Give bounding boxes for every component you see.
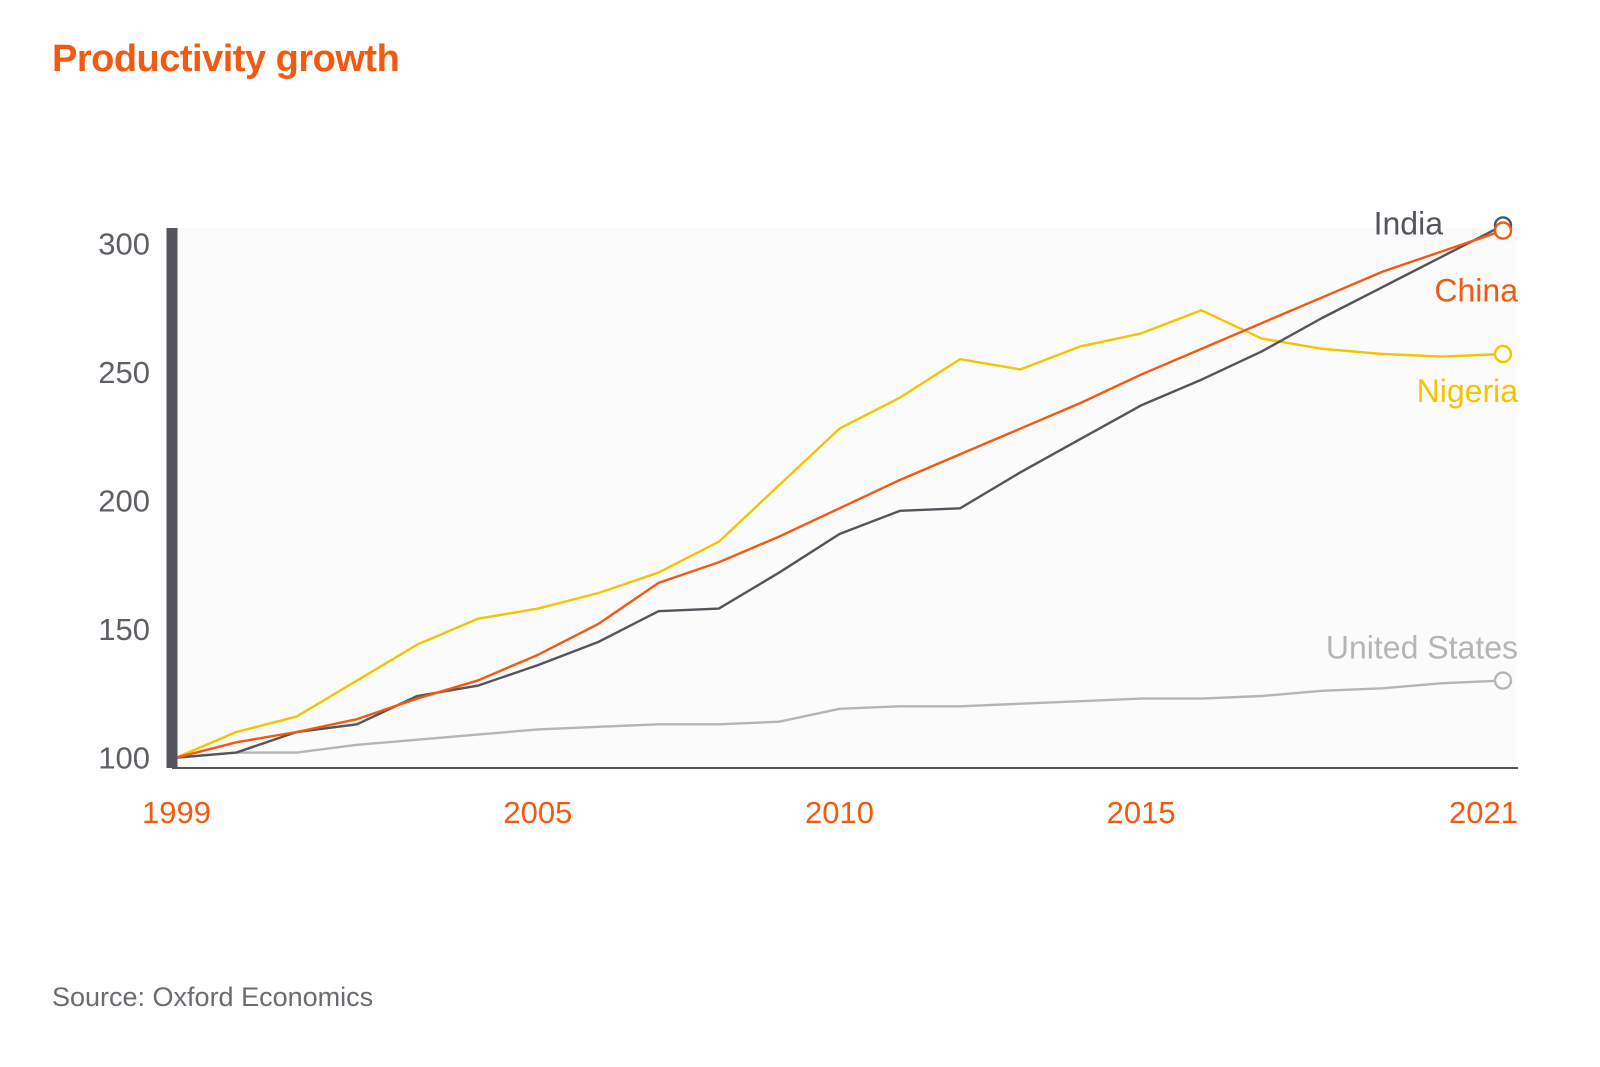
x-tick-label: 1999 bbox=[142, 795, 211, 830]
series-line-nigeria bbox=[175, 309, 1504, 759]
series-label-china: China bbox=[1434, 273, 1518, 309]
x-tick-label: 2015 bbox=[1107, 795, 1176, 830]
series-line-united-states bbox=[175, 679, 1504, 759]
x-tick-labels: 1999 2005 2010 2015 2021 bbox=[142, 795, 1518, 830]
series-layer bbox=[175, 216, 1513, 759]
series-label-nigeria: Nigeria bbox=[1417, 373, 1519, 409]
y-tick-label: 300 bbox=[98, 226, 150, 261]
y-tick-label: 200 bbox=[98, 484, 150, 519]
y-tick-label: 250 bbox=[98, 355, 150, 390]
series-end-marker-united-states bbox=[1493, 671, 1513, 690]
series-line-china bbox=[175, 229, 1504, 759]
x-tick-label: 2010 bbox=[805, 795, 874, 830]
x-tick-label: 2021 bbox=[1449, 795, 1518, 830]
series-label-india: India bbox=[1374, 205, 1444, 241]
x-tick-label: 2005 bbox=[503, 795, 572, 830]
y-tick-label: 150 bbox=[98, 612, 150, 647]
series-label-united-states: United States bbox=[1326, 630, 1518, 666]
source-note: Source: Oxford Economics bbox=[52, 982, 374, 1012]
series-end-marker-nigeria bbox=[1493, 344, 1513, 364]
plot-area bbox=[176, 228, 1516, 768]
y-tick-label: 100 bbox=[98, 741, 150, 776]
series-labels: United States Nigeria India China bbox=[1326, 205, 1518, 665]
y-tick-labels: 100 150 200 250 300 bbox=[98, 226, 150, 775]
chart-title: Productivity growth bbox=[52, 38, 400, 80]
series-end-marker-china bbox=[1493, 221, 1513, 240]
